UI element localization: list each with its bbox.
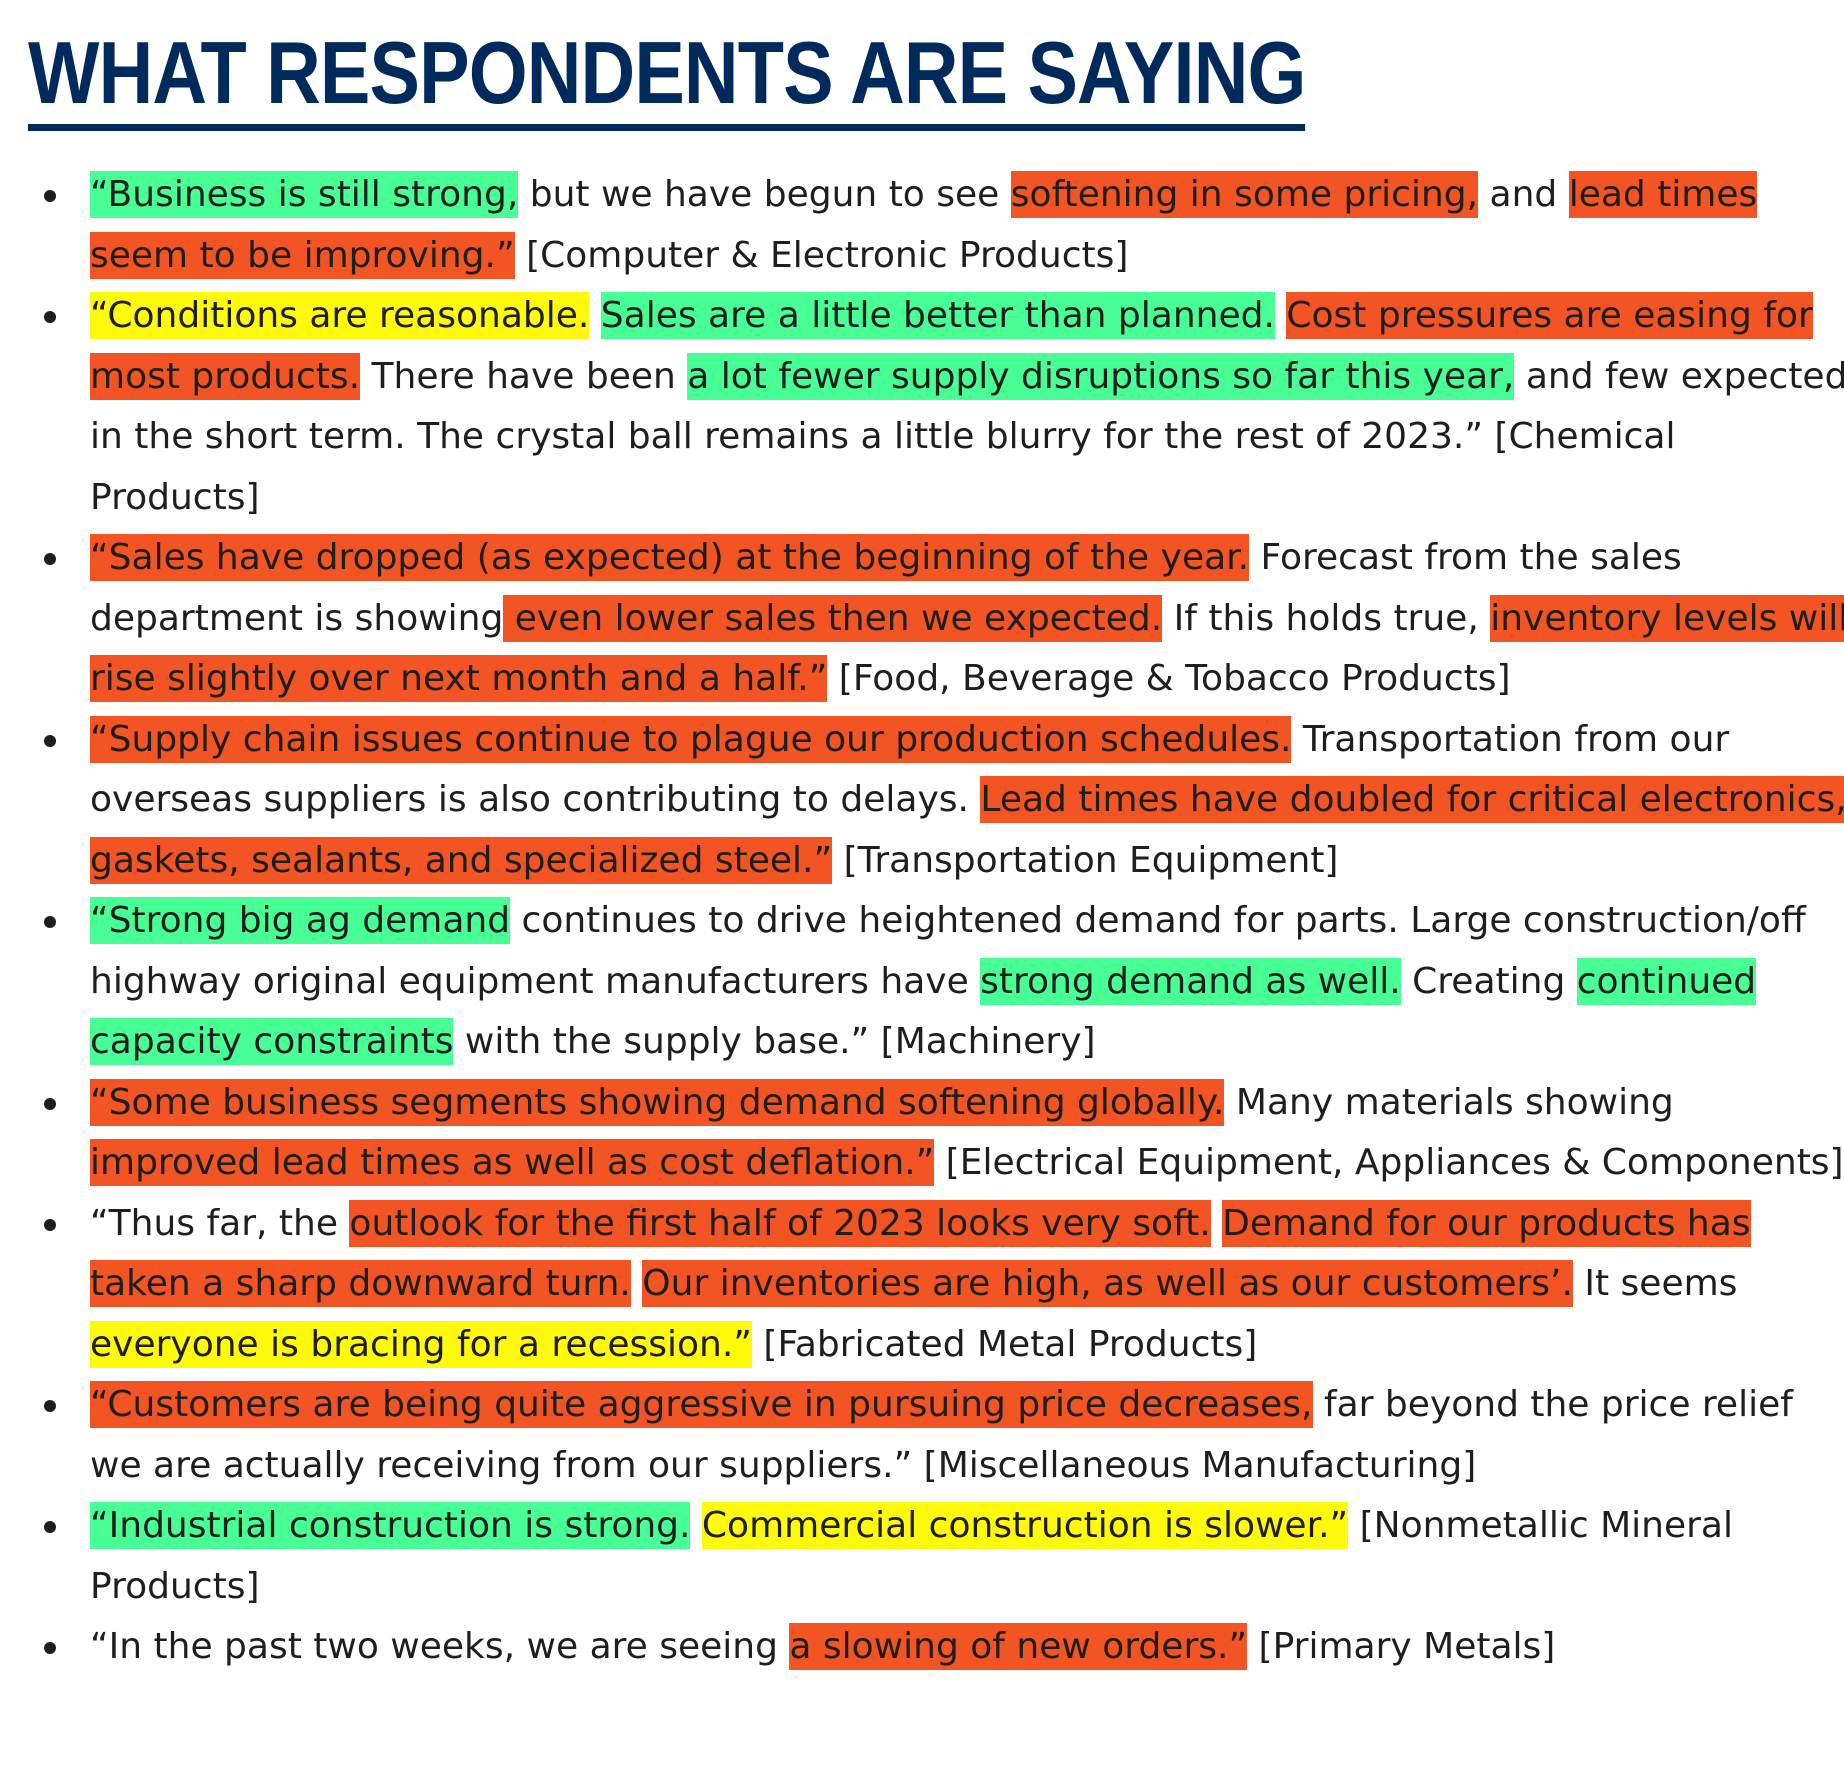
quote-item: “Strong big ag demand continues to drive… xyxy=(28,891,1844,1073)
quote-text: [Transportation Equipment] xyxy=(832,839,1339,881)
quote-item: “Some business segments showing demand s… xyxy=(28,1073,1844,1194)
quote-text: [Computer & Electronic Products] xyxy=(514,234,1129,276)
quote-item: “Conditions are reasonable. Sales are a … xyxy=(28,286,1844,528)
quote-text: [Nonmetallic Mineral Products] xyxy=(90,1505,1733,1607)
quote-text: “In the past two weeks, we are seeing xyxy=(90,1626,790,1667)
highlight-yellow: Commercial construction is slower.” xyxy=(701,1505,1349,1546)
quote-text: and xyxy=(1478,174,1569,215)
bullet-icon xyxy=(44,1400,56,1412)
bullet-icon xyxy=(44,1218,56,1231)
highlight-red: even lower sales then we expected. xyxy=(503,597,1163,639)
quote-text: [Electrical Equipment, Appliances & Comp… xyxy=(934,1142,1844,1183)
quote-text: It seems xyxy=(1572,1263,1738,1304)
quote-text xyxy=(589,295,600,336)
highlight-red: “Supply chain issues continue to plague … xyxy=(90,718,1292,760)
highlight-green: “Business is still strong, xyxy=(90,174,519,215)
quote-text: continues to drive heightened demand for… xyxy=(90,900,1806,1002)
highlight-red: “Customers are being quite aggressive in… xyxy=(90,1384,1313,1425)
page-title: WHAT RESPONDENTS ARE SAYING xyxy=(28,26,1306,131)
bullet-icon xyxy=(44,1521,56,1533)
highlight-red: improved lead times as well as cost defl… xyxy=(90,1142,935,1183)
highlight-green: a lot fewer supply disruptions so far th… xyxy=(687,355,1515,397)
quote-text: Many materials showing xyxy=(1224,1081,1674,1123)
highlight-red: “Some business segments showing demand s… xyxy=(90,1081,1225,1123)
bullet-icon xyxy=(44,553,56,565)
bullet-icon xyxy=(44,311,56,323)
quote-item: “Supply chain issues continue to plague … xyxy=(28,710,1844,892)
quote-item: “Customers are being quite aggressive in… xyxy=(28,1375,1844,1496)
quote-text: Forecast from the sales department is sh… xyxy=(90,537,1682,639)
quote-item: “Business is still strong, but we have b… xyxy=(28,165,1844,286)
quote-text xyxy=(1275,295,1286,336)
quote-text: but we have begun to see xyxy=(518,174,1011,215)
bullet-icon xyxy=(44,190,56,202)
respondents-page: WHAT RESPONDENTS ARE SAYING “Business is… xyxy=(28,26,1844,1678)
highlight-green: Sales are a little better than planned. xyxy=(600,295,1275,336)
quote-text: [Fabricated Metal Products] xyxy=(751,1323,1258,1365)
bullet-icon xyxy=(44,1097,56,1110)
quote-list: “Business is still strong, but we have b… xyxy=(28,165,1844,1678)
quote-text: [Primary Metals] xyxy=(1247,1626,1556,1667)
quote-item: “Sales have dropped (as expected) at the… xyxy=(28,528,1844,710)
quote-text: and few expected in the short term. The … xyxy=(90,355,1844,518)
highlight-green: “Strong big ag demand xyxy=(90,900,511,941)
bullet-icon xyxy=(44,916,56,928)
quote-text: Transportation from our overseas supplie… xyxy=(90,718,1730,821)
quote-text: far beyond the price relief we are actua… xyxy=(90,1384,1793,1486)
quote-text xyxy=(690,1505,701,1546)
quote-text: There have been xyxy=(360,355,688,397)
highlight-yellow: “Conditions are reasonable. xyxy=(90,295,590,336)
quote-text xyxy=(631,1263,642,1304)
bullet-icon xyxy=(44,1642,56,1654)
highlight-red: outlook for the first half of 2023 looks… xyxy=(349,1202,1211,1244)
quote-text: Creating xyxy=(1400,960,1577,1002)
quote-item: “In the past two weeks, we are seeing a … xyxy=(28,1617,1844,1678)
highlight-green: strong demand as well. xyxy=(980,960,1401,1002)
highlight-red: a slowing of new orders.” xyxy=(789,1626,1248,1667)
quote-text xyxy=(1211,1203,1222,1244)
bullet-icon xyxy=(44,734,56,747)
quote-text: with the supply base.” [Machinery] xyxy=(453,1021,1096,1062)
highlight-green: “Industrial construction is strong. xyxy=(90,1505,691,1546)
quote-item: “Thus far, the outlook for the first hal… xyxy=(28,1194,1844,1376)
quote-item: “Industrial construction is strong. Comm… xyxy=(28,1496,1844,1617)
quote-text: “Thus far, the xyxy=(90,1202,350,1244)
highlight-red: “Sales have dropped (as expected) at the… xyxy=(90,537,1250,578)
highlight-yellow: everyone is bracing for a recession.” xyxy=(90,1323,752,1365)
quote-text: If this holds true, xyxy=(1162,597,1491,639)
quote-text: [Food, Beverage & Tobacco Products] xyxy=(827,658,1511,699)
highlight-red: softening in some pricing, xyxy=(1010,174,1479,215)
highlight-red: Our inventories are high, as well as our… xyxy=(642,1263,1573,1304)
